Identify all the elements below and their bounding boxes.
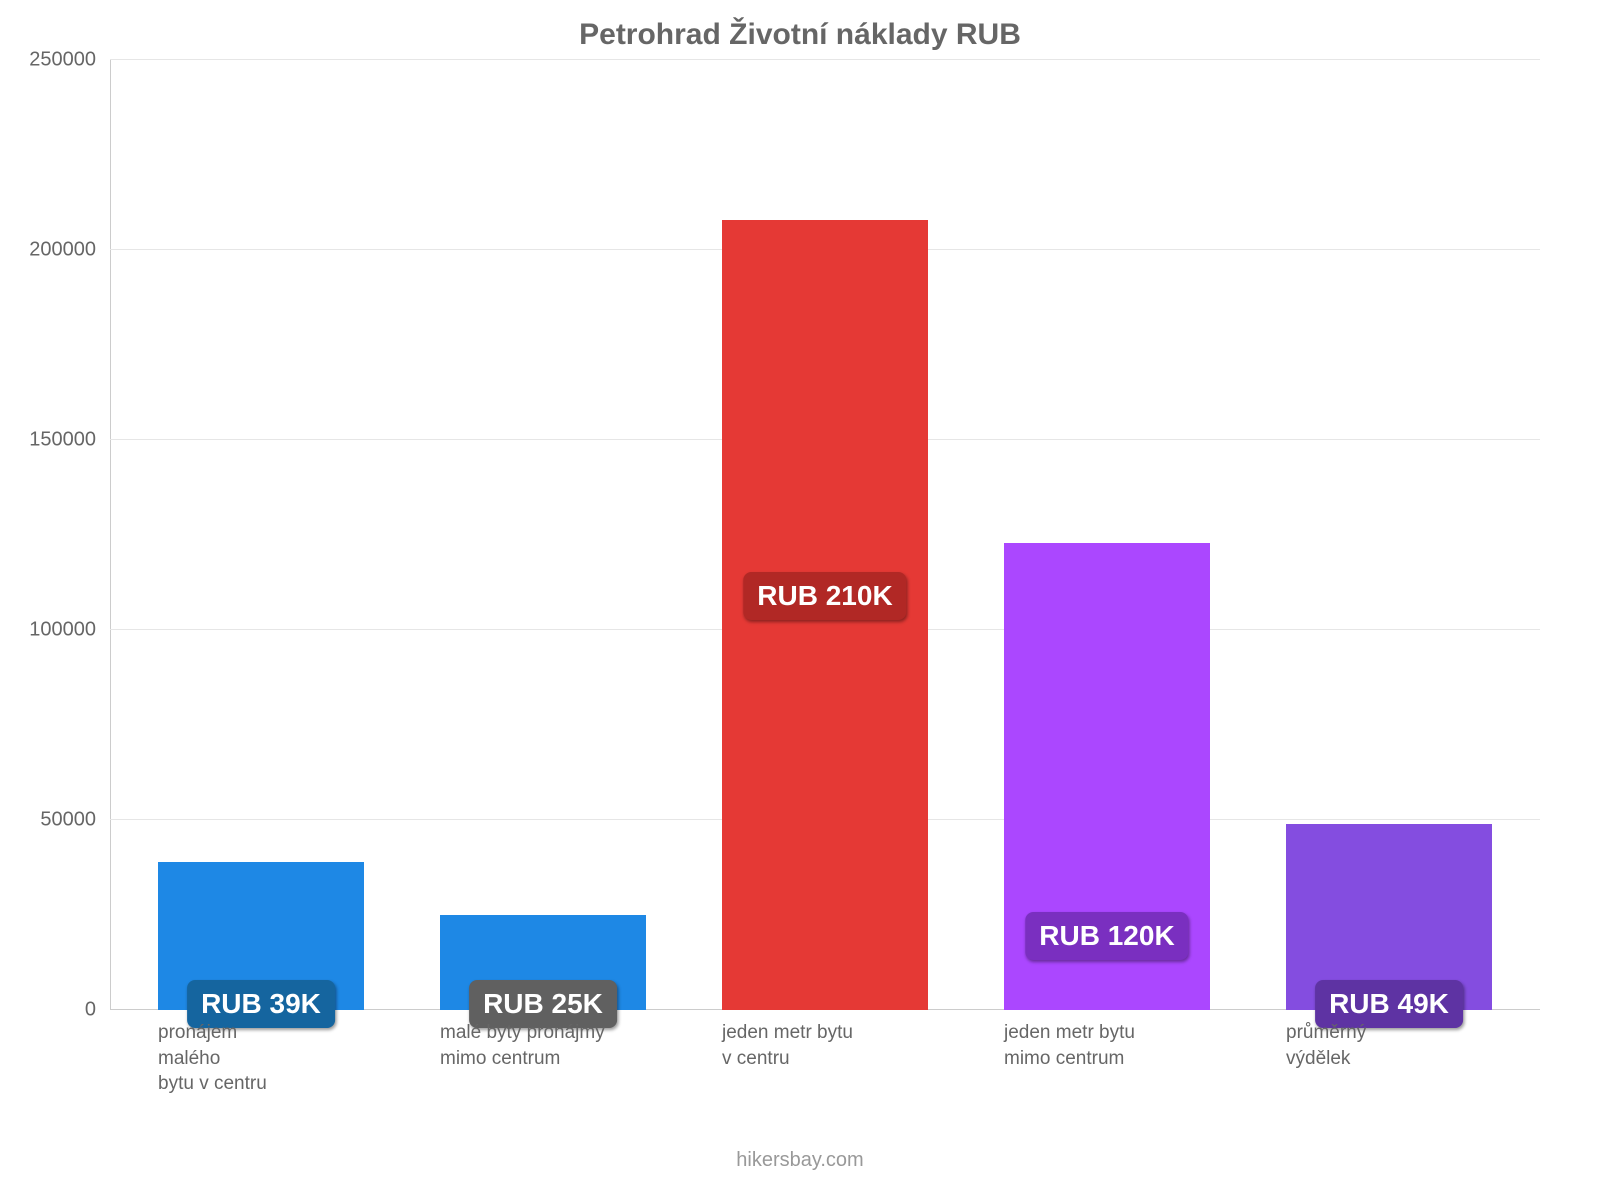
- chart-container: Petrohrad Životní náklady RUB 0 50000 10…: [0, 0, 1600, 1200]
- bar-0: RUB 39K: [158, 862, 364, 1010]
- x-labels-group: pronájem malého bytu v centru malé byty …: [110, 1020, 1540, 1097]
- y-tick-label: 0: [85, 999, 96, 1022]
- x-label: průměrný výdělek: [1248, 1020, 1530, 1097]
- x-label: malé byty pronájmy mimo centrum: [402, 1020, 684, 1097]
- bar-slot: RUB 39K: [120, 60, 402, 1010]
- y-tick-label: 50000: [40, 809, 96, 832]
- bar-3: RUB 120K: [1004, 543, 1210, 1010]
- y-tick-label: 250000: [29, 49, 96, 72]
- x-label: pronájem malého bytu v centru: [120, 1020, 402, 1097]
- bar-4: RUB 49K: [1286, 824, 1492, 1010]
- bar-1: RUB 25K: [440, 915, 646, 1010]
- chart-title: Petrohrad Životní náklady RUB: [0, 18, 1600, 52]
- value-badge: RUB 120K: [1025, 912, 1188, 960]
- y-tick-label: 200000: [29, 239, 96, 262]
- x-label: jeden metr bytu mimo centrum: [966, 1020, 1248, 1097]
- footer-attribution: hikersbay.com: [0, 1149, 1600, 1172]
- bar-2: RUB 210K: [722, 220, 928, 1010]
- bars-group: RUB 39K RUB 25K RUB 210K RUB 120K: [110, 60, 1540, 1010]
- bar-slot: RUB 49K: [1248, 60, 1530, 1010]
- bar-slot: RUB 210K: [684, 60, 966, 1010]
- y-tick-label: 100000: [29, 619, 96, 642]
- y-tick-label: 150000: [29, 429, 96, 452]
- bar-slot: RUB 120K: [966, 60, 1248, 1010]
- bar-slot: RUB 25K: [402, 60, 684, 1010]
- value-badge: RUB 210K: [743, 572, 906, 620]
- plot-area: 0 50000 100000 150000 200000 250000 RUB …: [110, 60, 1540, 1010]
- x-label: jeden metr bytu v centru: [684, 1020, 966, 1097]
